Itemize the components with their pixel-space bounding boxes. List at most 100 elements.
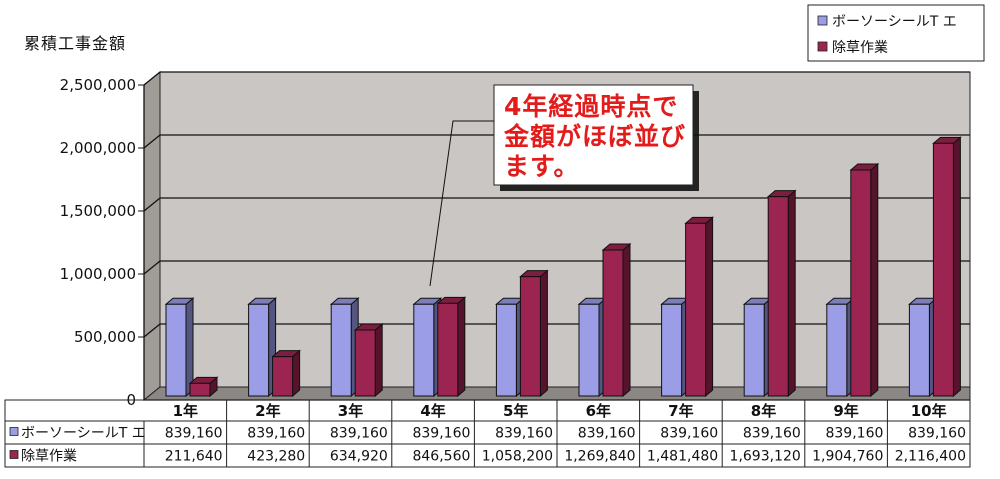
bar: [247, 297, 277, 398]
x-tick-label: 6年: [586, 402, 611, 420]
y-tick-labels: 0500,0001,000,0001,500,0002,000,0002,500…: [60, 76, 136, 409]
bar-front: [437, 302, 459, 397]
y-tick-label: 500,000: [74, 328, 136, 346]
bar-side: [374, 322, 383, 398]
bar: [271, 349, 301, 398]
x-tick-label: 3年: [338, 402, 363, 420]
y-tick-label: 1,500,000: [60, 202, 136, 220]
table-cell: 846,560: [412, 449, 470, 465]
legend-swatch: [817, 41, 828, 52]
x-tick-label: 10年: [911, 402, 947, 420]
bar-front: [165, 303, 187, 397]
callout-leader: [429, 120, 494, 287]
callout-line: 4年経過時点で: [504, 92, 678, 121]
y-tick-label: 2,500,000: [60, 76, 136, 94]
bar-front: [495, 303, 517, 397]
bar-front: [330, 303, 352, 397]
table-cell: 839,160: [743, 426, 801, 442]
y-tick-label: 1,000,000: [60, 265, 136, 283]
bar: [495, 297, 525, 398]
bars: [164, 136, 962, 398]
bar-side: [292, 349, 301, 398]
table-cell: 839,160: [825, 426, 883, 442]
bar: [601, 242, 632, 398]
bar-front: [908, 303, 930, 397]
x-tick-label: 5年: [503, 402, 528, 420]
bar: [412, 297, 443, 398]
legend-entry: 除草作業: [832, 40, 888, 56]
bar-front: [661, 303, 683, 397]
table-cell: 211,640: [165, 449, 223, 465]
x-tick-label: 2年: [255, 402, 280, 420]
bar-side: [705, 216, 714, 398]
bar-front: [578, 303, 600, 397]
callout-box: [493, 84, 694, 186]
gridline: [143, 134, 970, 149]
table-series-swatch: [9, 450, 19, 459]
bar-front: [354, 329, 376, 397]
bar: [353, 322, 384, 398]
legend-box: [807, 4, 985, 62]
table-cell: 839,160: [660, 426, 718, 442]
table-cell: 839,160: [165, 426, 223, 442]
x-tick-label: 8年: [751, 402, 776, 420]
bar: [436, 296, 467, 398]
bar-side: [870, 162, 879, 398]
bar: [519, 269, 549, 398]
bar: [742, 297, 773, 398]
bar-front: [685, 222, 707, 397]
x-tick-label: 7年: [668, 402, 693, 420]
table-cell: 1,904,760: [812, 449, 883, 465]
bar-side: [539, 269, 548, 398]
bar-front: [932, 142, 954, 397]
bar-front: [189, 382, 211, 397]
table-cell: 839,160: [578, 426, 636, 442]
bar-side: [787, 189, 796, 398]
callout-line: ます。: [504, 152, 580, 181]
table-cell: 1,269,840: [564, 449, 635, 465]
bar: [577, 297, 608, 398]
bar-front: [248, 303, 270, 397]
bar: [932, 136, 962, 398]
bar: [164, 297, 195, 398]
gridline: [143, 71, 970, 86]
table-cell: 839,160: [908, 426, 966, 442]
table-cell: 1,481,480: [647, 449, 718, 465]
bar-front: [743, 303, 765, 397]
bar: [908, 297, 938, 398]
bar: [684, 216, 714, 398]
legend-entry: ボーソーシールT エ: [832, 14, 957, 30]
table-cell: 839,160: [330, 426, 388, 442]
table-cell: 839,160: [247, 426, 305, 442]
bar: [660, 297, 690, 398]
bar: [188, 376, 219, 398]
x-tick-label: 1年: [173, 402, 198, 420]
bar: [329, 297, 360, 398]
table-cell: 634,920: [330, 449, 388, 465]
legend-swatch: [817, 15, 828, 26]
table-cell: 839,160: [412, 426, 470, 442]
bar-front: [826, 303, 848, 397]
gridline: [143, 197, 970, 212]
bar: [766, 189, 797, 398]
side-wall: [143, 70, 161, 402]
bar-front: [519, 276, 541, 397]
table-series-name: ボーソーシールT エ: [21, 426, 146, 442]
bar-side: [952, 136, 961, 398]
y-axis-label: 累積工事金額: [24, 34, 126, 53]
table-cell: 1,693,120: [730, 449, 801, 465]
bar-front: [602, 249, 624, 397]
bar-front: [767, 196, 789, 397]
table-cell: 1,058,200: [482, 449, 553, 465]
table-cell: 423,280: [247, 449, 305, 465]
bar-front: [272, 356, 294, 397]
bar-side: [457, 296, 466, 398]
bar-front: [850, 169, 872, 397]
bar: [825, 297, 856, 398]
bar-side: [622, 242, 631, 398]
table-cell: 839,160: [495, 426, 553, 442]
table-cell: 2,116,400: [895, 449, 966, 465]
